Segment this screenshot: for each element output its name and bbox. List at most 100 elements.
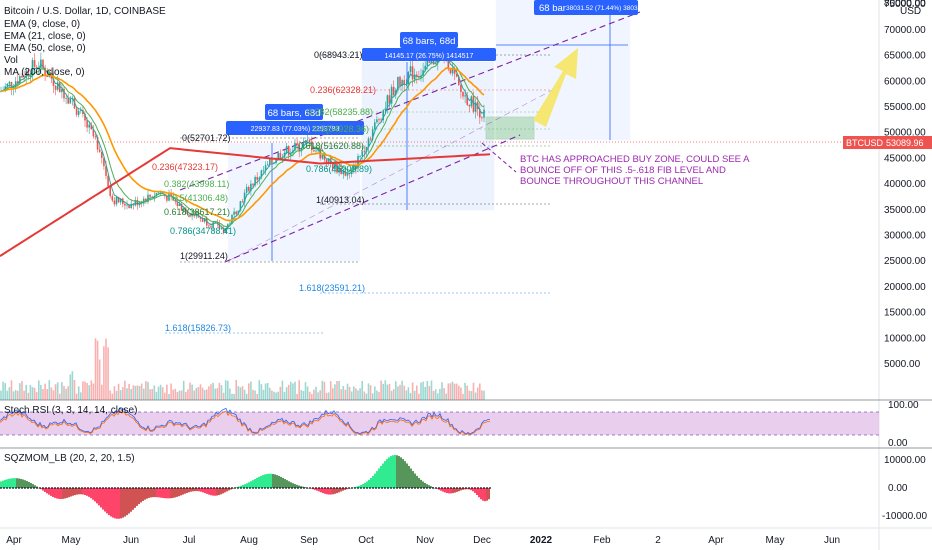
volume-bar	[374, 386, 376, 400]
time-axis-label: Feb	[593, 535, 611, 546]
volume-bar	[403, 385, 405, 400]
volume-bar	[260, 384, 263, 400]
stoch-rsi-title[interactable]: Stoch RSI (3, 3, 14, 14, close)	[4, 405, 138, 416]
sqz-bar	[78, 488, 80, 495]
time-axis-label: Sep	[300, 535, 318, 546]
volume-bar	[189, 382, 191, 400]
sqz-bar	[412, 471, 414, 488]
indicator-ema21[interactable]: EMA (21, close, 0)	[4, 31, 86, 42]
candle-body	[325, 159, 328, 164]
sqz-bar	[440, 488, 442, 491]
sqz-bar	[382, 463, 384, 488]
volume-bar	[254, 390, 256, 400]
candle-body	[119, 198, 122, 203]
candle-body	[61, 88, 63, 93]
volume-bar	[418, 393, 420, 400]
sqz-bar	[258, 476, 260, 488]
sqz-bar	[218, 488, 220, 496]
candle-body	[145, 198, 147, 203]
measure-box-2[interactable]	[362, 62, 494, 210]
volume-bar	[336, 380, 338, 400]
projection-arrow-icon	[533, 48, 578, 127]
candle-body	[403, 80, 405, 85]
candle-body	[233, 211, 235, 215]
sqz-bar	[394, 455, 396, 488]
indicator-ema50[interactable]: EMA (50, close, 0)	[4, 43, 86, 54]
sqz-bar	[290, 482, 292, 488]
candle-body	[388, 95, 391, 104]
candle-body	[407, 71, 410, 85]
candle-body	[105, 166, 107, 176]
sqz-bar	[314, 488, 316, 490]
bars-label-2: 68 bars, 68d	[403, 36, 456, 47]
sqz-bar	[134, 488, 136, 508]
sqz-bar	[54, 488, 56, 498]
sqz-bar	[106, 488, 108, 514]
volume-bar	[441, 382, 443, 400]
candle-body	[80, 110, 82, 112]
indicator-ema9[interactable]: EMA (9, close, 0)	[4, 19, 81, 30]
volume-bar	[65, 388, 67, 400]
symbol-title[interactable]: Bitcoin / U.S. Dollar, 1D, COINBASE	[4, 6, 166, 17]
candle-body	[203, 218, 206, 222]
sqz-bar	[322, 488, 324, 494]
volume-bar	[462, 393, 464, 400]
candle-body	[241, 201, 244, 203]
candle-body	[174, 200, 177, 202]
candle-body	[308, 139, 311, 142]
price-axis-label: 10000.00	[884, 333, 926, 344]
buy-zone[interactable]	[485, 116, 535, 140]
candle-body	[86, 120, 88, 128]
sqz-bar	[28, 481, 30, 488]
sqz-bar	[344, 488, 346, 490]
volume-bar	[224, 380, 227, 400]
candle-body	[250, 183, 252, 191]
volume-bar	[443, 388, 445, 400]
sqz-bar	[424, 482, 426, 488]
indicator-vol[interactable]: Vol	[4, 55, 18, 66]
sqz-bar	[198, 488, 200, 492]
sqz-bar	[238, 486, 240, 488]
candle-body	[428, 60, 431, 63]
fib-right-1: 1(40913.04)	[316, 195, 365, 205]
candle-body	[413, 74, 416, 80]
candle-body	[426, 60, 429, 66]
candle-body	[208, 225, 210, 227]
sqz-bar	[250, 481, 252, 488]
sqz-bar	[188, 488, 190, 493]
sqz-bar	[88, 488, 90, 497]
volume-bar	[479, 383, 481, 400]
time-axis[interactable]: Apr May Jun Jul Aug Sep Oct Nov Dec 2022 Feb 2 Apr Ma…	[6, 535, 840, 546]
volume-bar	[191, 384, 193, 400]
candle-body	[285, 146, 288, 153]
candle-body	[290, 153, 292, 156]
candle-body	[397, 76, 399, 91]
volume-bar	[292, 383, 294, 400]
price-axis[interactable]: 75000.00 70000.00 65000.00 60000.00 55000.00…	[884, 0, 926, 370]
measure-1-bg	[226, 121, 364, 135]
sqz-bar	[304, 487, 306, 488]
volume-bar	[134, 385, 137, 400]
volume-bar	[153, 385, 156, 400]
volume-bar	[96, 340, 99, 400]
volume-bar	[174, 388, 177, 400]
candle-body	[483, 109, 485, 118]
volume-bar	[6, 390, 9, 400]
sqz-bar	[154, 488, 156, 498]
fib-lines	[165, 54, 552, 334]
volume-bars	[0, 338, 485, 400]
sqzmom-title[interactable]: SQZMOM_LB (20, 2, 20, 1.5)	[4, 453, 135, 464]
candle-body	[359, 155, 361, 157]
sqz-bar	[74, 488, 76, 496]
fib-left-5: 0.5(41306.48)	[172, 193, 228, 203]
volume-bar	[376, 390, 378, 400]
candle-body	[147, 194, 149, 203]
candle-body	[17, 81, 19, 84]
indicator-ma200[interactable]: MA (200, close, 0)	[4, 67, 85, 78]
volume-bar	[302, 391, 305, 400]
sqz-bar	[108, 488, 110, 516]
candle-body	[187, 213, 189, 215]
volume-bar	[409, 393, 412, 400]
volume-bar	[395, 381, 397, 400]
